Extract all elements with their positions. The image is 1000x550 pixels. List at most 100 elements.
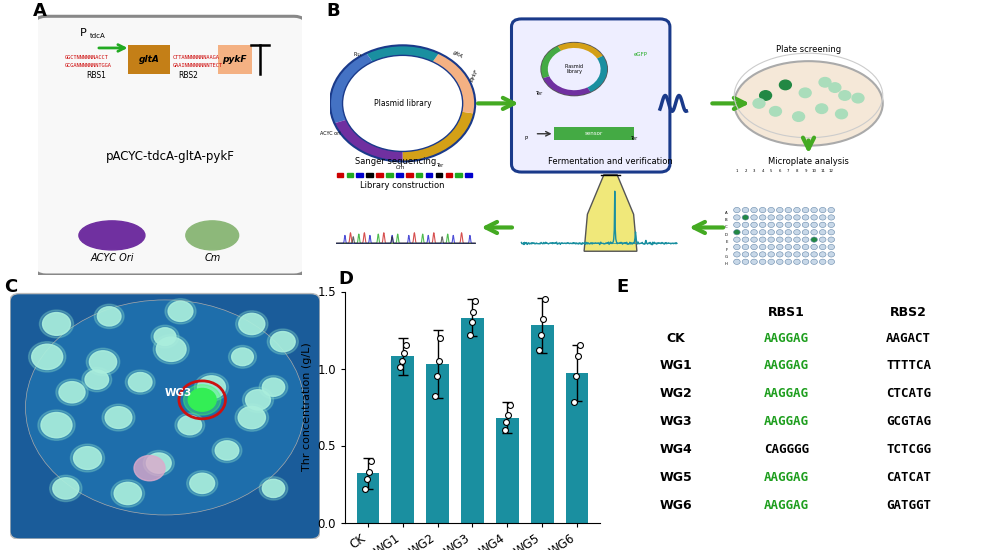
- Text: 7: 7: [787, 169, 790, 173]
- Text: TCTCGG: TCTCGG: [886, 443, 931, 456]
- Circle shape: [759, 244, 766, 250]
- Circle shape: [836, 109, 847, 119]
- Text: D: D: [725, 233, 728, 237]
- Text: WG2: WG2: [659, 387, 692, 400]
- Text: RBS2: RBS2: [890, 306, 927, 320]
- Ellipse shape: [26, 300, 304, 515]
- Circle shape: [794, 229, 800, 235]
- Circle shape: [828, 222, 835, 228]
- Circle shape: [146, 453, 171, 473]
- Text: CTCATG: CTCATG: [886, 387, 931, 400]
- Circle shape: [751, 222, 757, 228]
- Text: E: E: [725, 240, 728, 244]
- Circle shape: [178, 416, 202, 434]
- Point: [498, 418, 514, 427]
- Circle shape: [128, 372, 152, 392]
- Wedge shape: [543, 76, 591, 96]
- Circle shape: [828, 229, 835, 235]
- Circle shape: [779, 80, 791, 90]
- Wedge shape: [433, 53, 475, 113]
- Circle shape: [811, 207, 817, 213]
- Circle shape: [238, 406, 265, 428]
- Circle shape: [190, 473, 215, 493]
- Circle shape: [742, 207, 749, 213]
- Circle shape: [785, 207, 792, 213]
- Text: CK: CK: [666, 332, 685, 345]
- Circle shape: [828, 207, 835, 213]
- Circle shape: [89, 351, 117, 373]
- Text: 3: 3: [753, 169, 755, 173]
- Point: [427, 392, 443, 400]
- Circle shape: [794, 207, 800, 213]
- Circle shape: [828, 252, 835, 257]
- Text: Cm: Cm: [204, 253, 220, 263]
- Circle shape: [32, 344, 63, 370]
- Circle shape: [43, 312, 70, 336]
- Circle shape: [143, 450, 174, 476]
- Text: AAGGAG: AAGGAG: [764, 499, 809, 512]
- Point: [533, 330, 549, 339]
- Bar: [366, 173, 373, 177]
- Circle shape: [819, 207, 826, 213]
- Wedge shape: [558, 43, 603, 58]
- Circle shape: [734, 222, 740, 228]
- Circle shape: [811, 215, 817, 220]
- Circle shape: [776, 207, 783, 213]
- Point: [392, 362, 408, 371]
- Circle shape: [816, 104, 828, 113]
- Bar: [496, 418, 519, 522]
- Circle shape: [236, 311, 268, 337]
- Circle shape: [802, 244, 809, 250]
- Circle shape: [742, 237, 749, 242]
- Bar: [376, 173, 383, 177]
- Bar: [386, 173, 393, 177]
- Circle shape: [794, 222, 800, 228]
- Circle shape: [802, 259, 809, 265]
- Point: [398, 341, 414, 350]
- Text: RBS1: RBS1: [86, 72, 106, 80]
- Circle shape: [802, 215, 809, 220]
- FancyBboxPatch shape: [218, 45, 252, 74]
- Point: [363, 456, 379, 465]
- Ellipse shape: [734, 61, 883, 146]
- Circle shape: [785, 215, 792, 220]
- Circle shape: [794, 252, 800, 257]
- Circle shape: [751, 252, 757, 257]
- Text: Cm: Cm: [396, 166, 405, 170]
- Text: CATCAT: CATCAT: [886, 471, 931, 484]
- Ellipse shape: [186, 221, 239, 250]
- Circle shape: [759, 207, 766, 213]
- Bar: [426, 364, 449, 522]
- Circle shape: [742, 244, 749, 250]
- Circle shape: [785, 229, 792, 235]
- FancyBboxPatch shape: [554, 127, 634, 140]
- Wedge shape: [587, 56, 607, 92]
- Circle shape: [802, 207, 809, 213]
- Circle shape: [156, 337, 186, 361]
- Circle shape: [742, 229, 749, 235]
- Circle shape: [776, 215, 783, 220]
- Circle shape: [799, 88, 811, 97]
- Text: WG1: WG1: [659, 360, 692, 372]
- Circle shape: [125, 370, 155, 394]
- Text: B: B: [725, 218, 728, 222]
- Circle shape: [828, 237, 835, 242]
- Circle shape: [770, 107, 781, 116]
- FancyBboxPatch shape: [128, 45, 170, 74]
- Circle shape: [134, 455, 165, 481]
- Text: P: P: [80, 28, 87, 38]
- Text: F: F: [725, 248, 728, 252]
- Bar: [356, 173, 363, 177]
- Circle shape: [102, 404, 135, 431]
- Circle shape: [742, 222, 749, 228]
- Circle shape: [793, 112, 805, 122]
- Text: gltA: gltA: [452, 50, 464, 59]
- Bar: [465, 173, 472, 177]
- Point: [359, 475, 375, 484]
- Circle shape: [734, 237, 740, 242]
- Bar: [396, 173, 403, 177]
- Point: [361, 468, 377, 476]
- Text: WG3: WG3: [659, 415, 692, 428]
- Circle shape: [802, 222, 809, 228]
- Circle shape: [198, 376, 225, 399]
